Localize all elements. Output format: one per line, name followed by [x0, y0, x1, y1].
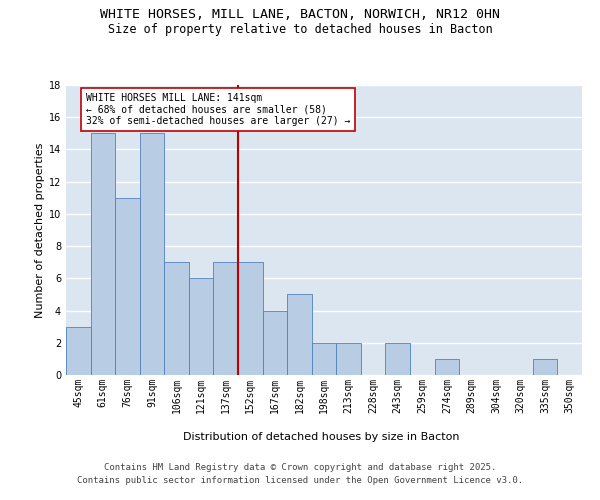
Bar: [434, 359, 459, 375]
Text: Distribution of detached houses by size in Bacton: Distribution of detached houses by size …: [183, 432, 459, 442]
Bar: [263, 310, 287, 375]
Y-axis label: Number of detached properties: Number of detached properties: [35, 142, 44, 318]
Bar: [336, 343, 361, 375]
Text: WHITE HORSES, MILL LANE, BACTON, NORWICH, NR12 0HN: WHITE HORSES, MILL LANE, BACTON, NORWICH…: [100, 8, 500, 20]
Bar: [140, 134, 164, 375]
Bar: [533, 359, 557, 375]
Text: WHITE HORSES MILL LANE: 141sqm
← 68% of detached houses are smaller (58)
32% of : WHITE HORSES MILL LANE: 141sqm ← 68% of …: [86, 93, 350, 126]
Bar: [238, 262, 263, 375]
Text: Contains HM Land Registry data © Crown copyright and database right 2025.
Contai: Contains HM Land Registry data © Crown c…: [77, 464, 523, 485]
Bar: [312, 343, 336, 375]
Bar: [66, 326, 91, 375]
Bar: [189, 278, 214, 375]
Bar: [115, 198, 140, 375]
Bar: [287, 294, 312, 375]
Bar: [91, 134, 115, 375]
Bar: [164, 262, 189, 375]
Text: Size of property relative to detached houses in Bacton: Size of property relative to detached ho…: [107, 22, 493, 36]
Bar: [214, 262, 238, 375]
Bar: [385, 343, 410, 375]
